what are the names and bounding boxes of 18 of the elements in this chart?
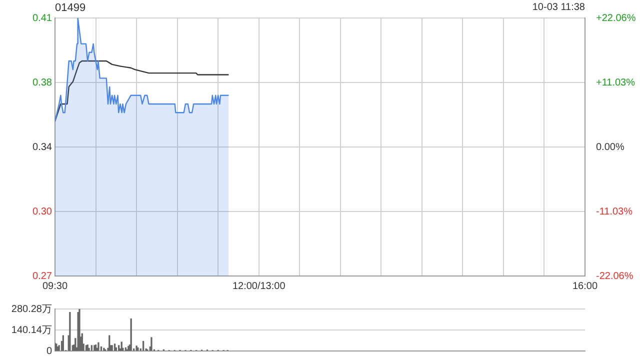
y2-tick-label: +22.06% <box>596 12 636 24</box>
y-tick-label: 0.41 <box>32 12 52 24</box>
y-tick-label: 0.38 <box>32 77 52 88</box>
x-tick-label: 16:00 <box>572 280 598 292</box>
y-tick-label: 0.34 <box>32 142 52 153</box>
y-tick-label: 0 <box>46 346 52 357</box>
y-tick-label: 0.30 <box>32 206 52 218</box>
y2-tick-label: +11.03% <box>596 77 636 88</box>
x-tick-label: 12:00/13:00 <box>232 280 286 292</box>
y-tick-label: 140.14万 <box>11 324 52 336</box>
y2-tick-label: -22.06% <box>596 270 634 282</box>
y2-tick-label: -11.03% <box>596 206 633 218</box>
chart-title: 01499 <box>55 2 86 14</box>
y-tick-label: 280.28万 <box>11 304 52 315</box>
x-tick-label: 09:30 <box>42 280 68 292</box>
y-tick-label: 0.27 <box>32 270 52 282</box>
y2-tick-label: 0.00% <box>596 142 624 153</box>
text: 10-03 11:38 <box>532 2 585 13</box>
